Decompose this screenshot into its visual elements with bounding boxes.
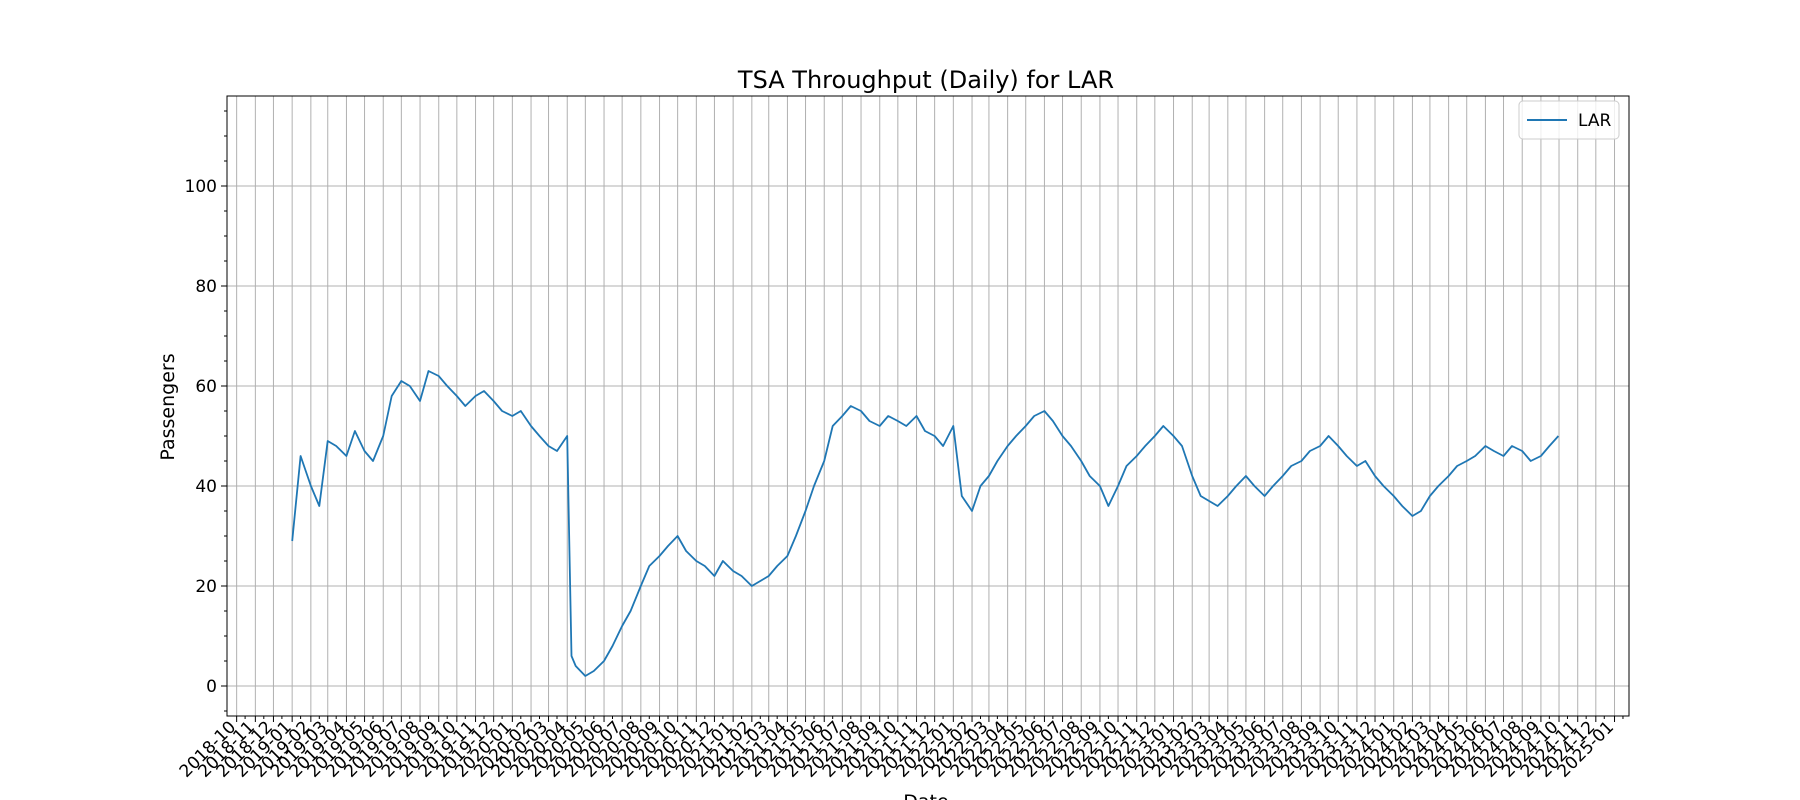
chart-title: TSA Throughput (Daily) for LAR [737, 66, 1114, 94]
y-tick-label: 20 [195, 577, 217, 597]
plot-background [227, 96, 1629, 716]
legend-label-lar: LAR [1578, 111, 1611, 131]
y-tick-label: 0 [206, 677, 217, 697]
y-tick-label: 100 [185, 177, 217, 197]
x-axis-title: Date [903, 791, 948, 800]
y-tick-label: 40 [195, 477, 217, 497]
series-line-lar [291, 370, 1560, 677]
legend-box [1518, 100, 1620, 140]
axes-border [226, 95, 1630, 717]
axes-frame [226, 95, 1630, 717]
y-axis-title: Passengers [157, 353, 179, 460]
series-layer [291, 370, 1560, 677]
legend: LAR [1518, 100, 1620, 140]
y-tick-label: 60 [195, 377, 217, 397]
y-tick-label: 80 [195, 277, 217, 297]
plot-area [227, 96, 1629, 716]
grid [227, 96, 1629, 716]
